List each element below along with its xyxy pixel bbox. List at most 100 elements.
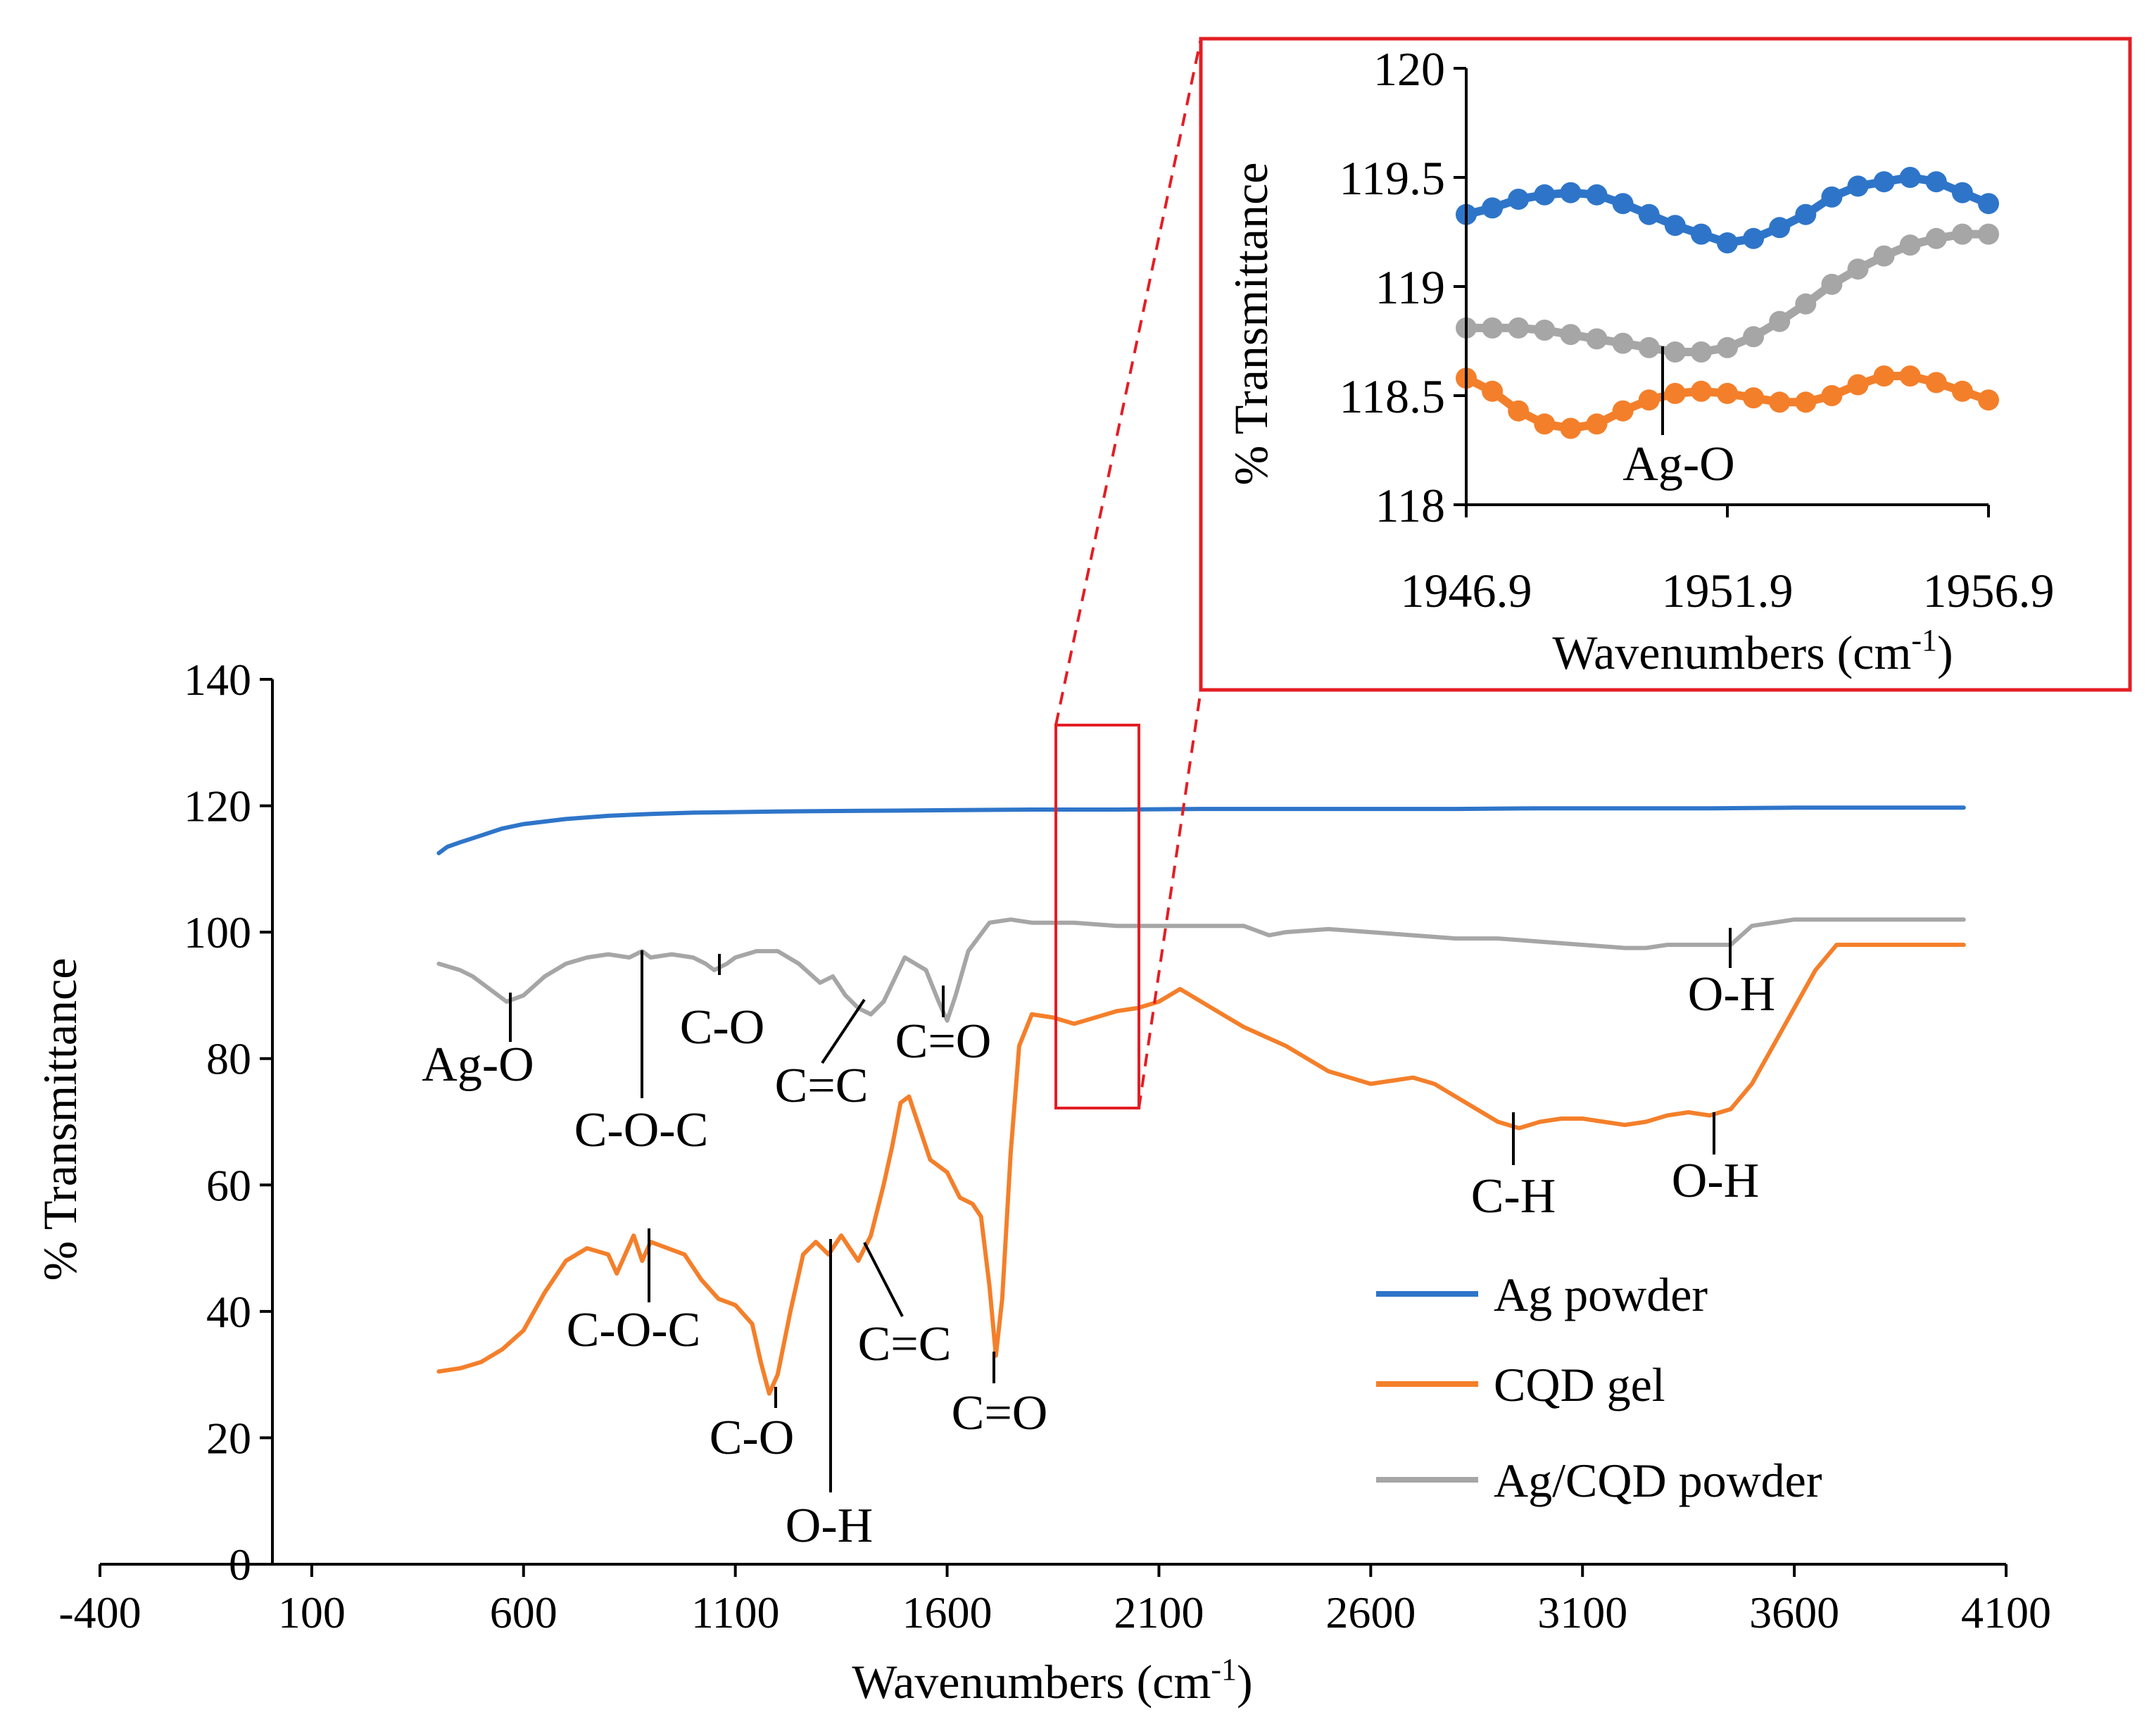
inset-x-axis-title-text: Wavenumbers (cm: [1552, 626, 1911, 679]
annotation-label: C-O-C: [574, 1103, 709, 1157]
inset-point-cqd-gel: [1847, 374, 1869, 396]
legend-label-ag-cqd-powder: Ag/CQD powder: [1494, 1454, 1822, 1507]
inset-point-ag-cqd-powder: [1743, 326, 1765, 348]
main-y-axis-title: % Transmittance: [33, 958, 87, 1281]
inset-point-ag-cqd-powder: [1586, 328, 1608, 350]
main-y-tick-label: 120: [184, 781, 251, 831]
main-axes: [99, 678, 2008, 1577]
inset-point-ag-powder: [1873, 171, 1895, 193]
inset-point-cqd-gel: [1951, 380, 1973, 402]
main-x-tick-label: 600: [490, 1587, 557, 1637]
inset-point-cqd-gel: [1743, 387, 1765, 409]
inset-y-tick-label: 119: [1375, 260, 1445, 314]
main-y-tick-label: 0: [229, 1540, 251, 1590]
zoom-connector-bottom: [1137, 689, 1202, 1109]
main-y-tick-label: 60: [206, 1160, 251, 1210]
annotation-label: C=C: [858, 1317, 952, 1371]
inset-y-axis-title: % Transmittance: [1224, 163, 1278, 486]
main-y-tick-label: 40: [206, 1287, 251, 1337]
inset-series-cqd-gel: [1456, 365, 1999, 439]
inset-x-axis-title: Wavenumbers (cm-1): [1552, 623, 1953, 679]
inset-x-axis-title-sup: -1: [1911, 623, 1937, 658]
annotation-label: C=C: [775, 1059, 869, 1113]
inset-point-cqd-gel: [1899, 365, 1921, 387]
legend-label-ag-powder: Ag powder: [1494, 1268, 1708, 1321]
inset-point-cqd-gel: [1482, 380, 1504, 402]
inset-point-cqd-gel: [1978, 389, 1999, 411]
inset-point-cqd-gel: [1560, 417, 1582, 439]
main-x-tick-labels: -400 100 600 1100 1600 2100 2600 3100 3600 4100: [58, 1587, 2051, 1637]
annotation-label: C=O: [895, 1014, 992, 1069]
annotation-label: O-H: [786, 1499, 873, 1553]
main-y-tick-label: 20: [206, 1413, 251, 1463]
inset-point-cqd-gel: [1769, 391, 1791, 413]
annotation-label: C-O: [680, 1000, 765, 1055]
main-x-tick-label: 1100: [691, 1587, 780, 1637]
inset-point-cqd-gel: [1821, 385, 1843, 406]
inset-point-ag-cqd-powder: [1664, 341, 1686, 363]
inset-x-tick-label: 1946.9: [1401, 564, 1532, 617]
inset-chart: 1946.9 1951.9 1956.9 118 118.5 119 119.5 120 %…: [1199, 37, 2132, 692]
inset-point-ag-cqd-powder: [1873, 245, 1895, 267]
annotation-label: C-H: [1471, 1169, 1556, 1224]
inset-point-ag-cqd-powder: [1978, 223, 1999, 245]
main-y-tick-label: 100: [184, 907, 251, 957]
annotation-label: C-O-C: [567, 1303, 701, 1357]
inset-point-cqd-gel: [1534, 413, 1556, 435]
inset-point-ag-cqd-powder: [1795, 293, 1817, 315]
inset-point-ag-powder: [1769, 217, 1791, 239]
zoom-connector-top: [1054, 38, 1202, 726]
inset-frame: [1199, 37, 2132, 692]
inset-point-ag-powder: [1978, 193, 1999, 215]
inset-point-ag-powder: [1951, 182, 1973, 203]
inset-point-cqd-gel: [1638, 389, 1660, 411]
inset-point-ag-cqd-powder: [1690, 341, 1712, 363]
inset-point-cqd-gel: [1795, 391, 1817, 413]
main-y-tick-labels: 0 20 40 60 80 100 120 140: [184, 655, 251, 1590]
inset-point-ag-powder: [1534, 184, 1556, 206]
zoom-indicator: [1054, 38, 1202, 1109]
main-x-axis-title-sup: -1: [1211, 1652, 1237, 1687]
main-x-axis-title: Wavenumbers (cm-1): [852, 1652, 1252, 1709]
inset-point-ag-powder: [1899, 167, 1921, 188]
main-x-tick-label: 2600: [1325, 1587, 1416, 1637]
inset-point-ag-cqd-powder: [1482, 317, 1504, 339]
inset-x-tick-label: 1951.9: [1662, 564, 1794, 617]
annotation-labels: Ag-O C-O-C C-O C=C C=O O-H C-O-C C-O O-H…: [422, 967, 1775, 1553]
inset-point-cqd-gel: [1586, 413, 1608, 435]
series-line-ag-powder: [436, 805, 1966, 855]
inset-point-ag-cqd-powder: [1560, 324, 1582, 346]
inset-point-cqd-gel: [1508, 400, 1530, 422]
inset-point-ag-powder: [1638, 203, 1660, 225]
inset-point-ag-cqd-powder: [1769, 310, 1791, 332]
main-x-tick-label: 1600: [902, 1587, 992, 1637]
inset-point-ag-powder: [1482, 197, 1504, 219]
inset-point-ag-powder: [1925, 171, 1947, 193]
inset-point-ag-cqd-powder: [1638, 336, 1660, 358]
inset-y-tick-label: 118.5: [1340, 370, 1445, 423]
series-line-ag-cqd-powder: [436, 917, 1966, 1023]
main-y-tick-label: 80: [206, 1034, 251, 1084]
inset-point-ag-powder: [1508, 189, 1530, 210]
leader-cc-orange: [863, 1242, 904, 1317]
annotation-label: C-O: [710, 1411, 795, 1465]
inset-y-tick-labels: 118 118.5 119 119.5 120: [1340, 42, 1445, 532]
zoom-region-box: [1054, 724, 1140, 1109]
inset-point-cqd-gel: [1873, 365, 1895, 387]
main-x-tick-label: -400: [58, 1587, 141, 1637]
inset-point-ag-powder: [1795, 203, 1817, 225]
inset-point-ag-cqd-powder: [1821, 273, 1843, 295]
leader-cc-grey: [821, 998, 866, 1064]
main-x-axis-title-text: Wavenumbers (cm: [852, 1655, 1211, 1709]
inset-point-ag-powder: [1717, 232, 1738, 253]
legend-label-cqd-gel: CQD gel: [1494, 1358, 1665, 1411]
inset-point-ag-cqd-powder: [1899, 234, 1921, 256]
main-x-tick-label: 3600: [1749, 1587, 1839, 1637]
inset-point-ag-cqd-powder: [1951, 223, 1973, 245]
inset-point-ag-powder: [1743, 227, 1765, 249]
inset-x-tick-label: 1956.9: [1923, 564, 2055, 617]
inset-point-ag-cqd-powder: [1534, 320, 1556, 341]
annotation-label: C=O: [952, 1386, 1048, 1440]
inset-annotation-label: Ag-O: [1622, 437, 1734, 491]
inset-point-ag-cqd-powder: [1925, 227, 1947, 249]
